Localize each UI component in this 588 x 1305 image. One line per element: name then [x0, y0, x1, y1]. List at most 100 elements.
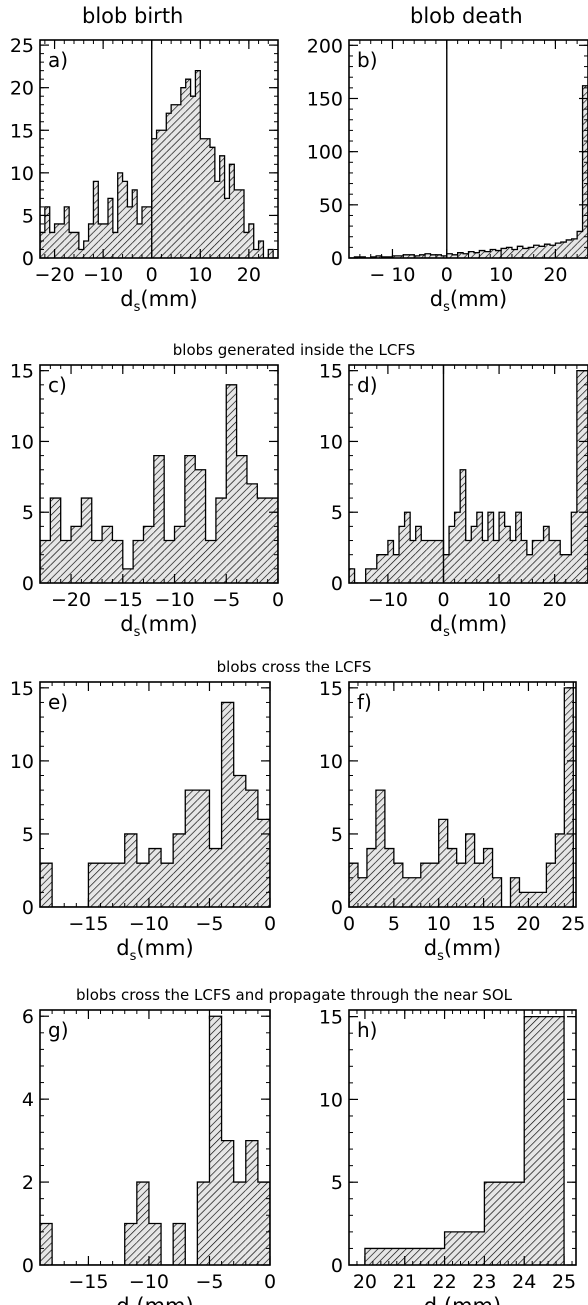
bar-d-0: [349, 568, 355, 583]
bar-a-32: [195, 70, 201, 258]
bar-a-5: [64, 206, 70, 258]
bar-d-26: [493, 540, 500, 583]
y-tick-label-b: 50: [319, 195, 343, 217]
bar-b-35: [539, 246, 545, 258]
y-tick-label-a: 25: [10, 35, 34, 57]
bar-d-36: [549, 540, 555, 583]
x-tick-label-g: −5: [195, 1271, 223, 1293]
bar-b-24: [479, 250, 485, 258]
bar-a-37: [219, 155, 225, 258]
bar-g-11: [173, 1223, 186, 1265]
x-tick-label-c: −15: [103, 589, 143, 611]
bar-f-5: [393, 863, 403, 907]
bar-f-14: [474, 863, 484, 907]
x-tick-label-h: 23: [472, 1271, 496, 1293]
axes-frame-h: [348, 1009, 577, 1266]
bar-f-18: [510, 877, 520, 907]
bar-a-33: [200, 138, 206, 258]
bar-b-25: [484, 251, 491, 258]
bar-a-45: [258, 240, 264, 258]
axes-frame-g: [39, 1009, 271, 1266]
bar-d-19: [454, 512, 461, 583]
bar-f-15: [483, 848, 493, 907]
bar-e-7: [124, 833, 137, 907]
y-tick-label-h: 15: [319, 1007, 343, 1029]
bar-a-21: [142, 206, 147, 258]
x-axis-label-b: ds(mm): [430, 287, 507, 315]
x-axis-label-c: ds(mm): [120, 612, 197, 640]
bar-b-20: [457, 252, 464, 258]
x-tick-label-g: 0: [264, 1271, 276, 1293]
x-tick-label-f: 20: [516, 913, 540, 935]
bar-d-18: [449, 526, 455, 583]
row-title-near-sol: blobs cross the LCFS and propagate throu…: [76, 986, 512, 1004]
y-tick-label-f: 5: [331, 824, 343, 846]
bar-b-15: [430, 254, 436, 258]
x-axis-label-h: ds(mm): [424, 1294, 501, 1305]
bar-a-30: [185, 79, 191, 258]
bar-c-3: [71, 526, 82, 583]
bar-f-19: [519, 892, 529, 907]
bar-a-47: [268, 249, 274, 258]
bar-c-11: [153, 455, 165, 583]
panel-label-c: c): [48, 373, 67, 397]
bar-a-18: [127, 206, 133, 258]
bar-d-37: [554, 540, 561, 583]
x-tick-label-f: 25: [561, 913, 585, 935]
bars-f: [349, 687, 574, 907]
bar-c-1: [50, 498, 61, 583]
histogram-outline-c: [40, 384, 278, 583]
bar-a-42: [244, 232, 249, 258]
panel-label-a: a): [48, 48, 68, 72]
x-tick-label-d: 10: [487, 589, 511, 611]
bars-b: [349, 85, 588, 258]
column-title-birth: blob birth: [82, 4, 184, 28]
bar-a-41: [239, 189, 244, 258]
bar-d-11: [410, 540, 416, 583]
bar-f-2: [366, 848, 376, 907]
bar-h-1: [404, 1248, 445, 1265]
panel-label-b: b): [357, 48, 378, 72]
bar-g-0: [40, 1223, 53, 1265]
bar-b-43: [582, 85, 588, 258]
bar-c-6: [102, 526, 113, 583]
y-tick-label-f: 0: [331, 897, 343, 919]
bar-c-7: [112, 540, 123, 583]
bar-c-20: [246, 483, 258, 583]
bar-h-0: [364, 1248, 405, 1265]
bar-a-36: [214, 181, 220, 258]
bar-g-9: [148, 1223, 162, 1265]
y-tick-label-e: 5: [22, 824, 34, 846]
bar-a-4: [59, 223, 65, 258]
x-tick-label-h: 21: [393, 1271, 417, 1293]
panel-d: −10 0 10 20 0 5 10 15 d) ds(mm): [319, 361, 588, 640]
bar-e-8: [136, 863, 149, 907]
bar-a-12: [98, 223, 104, 258]
y-tick-label-f: 10: [319, 751, 343, 773]
bar-a-19: [132, 189, 138, 258]
x-tick-label-f: 15: [471, 913, 495, 935]
x-tick-label-c: −5: [212, 589, 240, 611]
bar-f-8: [420, 863, 430, 907]
y-tick-label-b: 200: [307, 35, 343, 57]
histogram-outline-a: [40, 70, 278, 258]
bar-f-20: [528, 892, 538, 907]
bar-f-3: [375, 790, 385, 907]
bar-f-22: [546, 863, 556, 907]
row-title-inside-lcfs: blobs generated inside the LCFS: [172, 341, 416, 359]
y-tick-label-d: 5: [331, 502, 343, 524]
bars-d: [349, 370, 588, 583]
bar-d-14: [426, 540, 433, 583]
bar-b-41: [571, 238, 578, 258]
bar-a-14: [108, 198, 113, 258]
bar-d-4: [371, 568, 377, 583]
y-tick-label-g: 4: [22, 1089, 34, 1111]
bar-a-7: [74, 232, 79, 258]
bar-b-21: [463, 253, 469, 258]
bar-a-1: [44, 206, 50, 258]
bars-e: [40, 701, 270, 907]
bar-a-3: [54, 223, 60, 258]
bar-d-17: [443, 554, 450, 583]
bar-a-13: [103, 223, 108, 258]
bar-a-38: [224, 198, 230, 258]
